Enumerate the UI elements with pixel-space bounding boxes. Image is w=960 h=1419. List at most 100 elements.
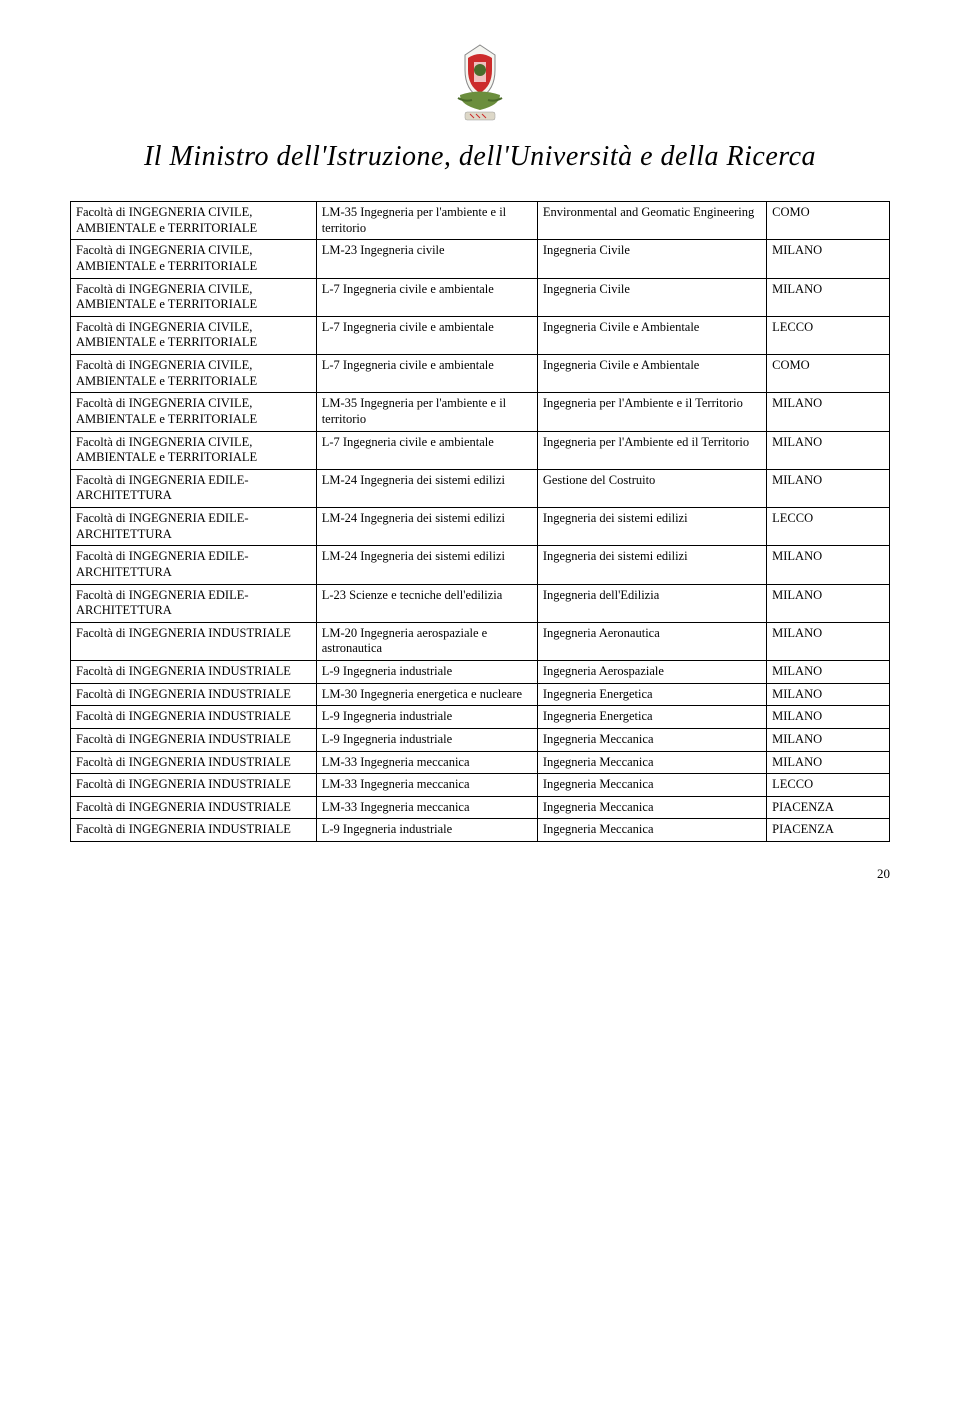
- table-cell: Facoltà di INGEGNERIA INDUSTRIALE: [71, 683, 317, 706]
- table-cell: COMO: [767, 202, 890, 240]
- table-cell: LM-30 Ingegneria energetica e nucleare: [316, 683, 537, 706]
- table-cell: Gestione del Costruito: [537, 469, 766, 507]
- table-cell: Ingegneria dell'Edilizia: [537, 584, 766, 622]
- table-row: Facoltà di INGEGNERIA CIVILE, AMBIENTALE…: [71, 355, 890, 393]
- table-cell: LM-23 Ingegneria civile: [316, 240, 537, 278]
- table-cell: Ingegneria Civile e Ambientale: [537, 316, 766, 354]
- table-cell: Facoltà di INGEGNERIA CIVILE, AMBIENTALE…: [71, 202, 317, 240]
- table-cell: LM-24 Ingegneria dei sistemi edilizi: [316, 546, 537, 584]
- table-cell: LM-33 Ingegneria meccanica: [316, 796, 537, 819]
- table-cell: LM-24 Ingegneria dei sistemi edilizi: [316, 508, 537, 546]
- table-row: Facoltà di INGEGNERIA EDILE-ARCHITETTURA…: [71, 508, 890, 546]
- table-cell: Facoltà di INGEGNERIA CIVILE, AMBIENTALE…: [71, 316, 317, 354]
- table-cell: LM-33 Ingegneria meccanica: [316, 751, 537, 774]
- table-row: Facoltà di INGEGNERIA CIVILE, AMBIENTALE…: [71, 393, 890, 431]
- table-cell: LECCO: [767, 774, 890, 797]
- table-cell: Ingegneria per l'Ambiente e il Territori…: [537, 393, 766, 431]
- table-cell: Facoltà di INGEGNERIA INDUSTRIALE: [71, 819, 317, 842]
- table-cell: MILANO: [767, 240, 890, 278]
- table-row: Facoltà di INGEGNERIA EDILE-ARCHITETTURA…: [71, 469, 890, 507]
- table-cell: MILANO: [767, 728, 890, 751]
- table-row: Facoltà di INGEGNERIA INDUSTRIALELM-33 I…: [71, 796, 890, 819]
- table-cell: MILANO: [767, 546, 890, 584]
- table-cell: MILANO: [767, 278, 890, 316]
- table-cell: MILANO: [767, 393, 890, 431]
- table-row: Facoltà di INGEGNERIA CIVILE, AMBIENTALE…: [71, 316, 890, 354]
- table-cell: PIACENZA: [767, 819, 890, 842]
- table-cell: Facoltà di INGEGNERIA INDUSTRIALE: [71, 622, 317, 660]
- table-cell: Facoltà di INGEGNERIA CIVILE, AMBIENTALE…: [71, 240, 317, 278]
- table-row: Facoltà di INGEGNERIA CIVILE, AMBIENTALE…: [71, 202, 890, 240]
- table-cell: L-7 Ingegneria civile e ambientale: [316, 355, 537, 393]
- table-row: Facoltà di INGEGNERIA EDILE-ARCHITETTURA…: [71, 546, 890, 584]
- table-cell: L-9 Ingegneria industriale: [316, 728, 537, 751]
- table-cell: Ingegneria Meccanica: [537, 728, 766, 751]
- table-cell: MILANO: [767, 622, 890, 660]
- table-cell: MILANO: [767, 431, 890, 469]
- table-cell: MILANO: [767, 661, 890, 684]
- table-cell: LM-35 Ingegneria per l'ambiente e il ter…: [316, 202, 537, 240]
- table-cell: Ingegneria Aeronautica: [537, 622, 766, 660]
- table-cell: COMO: [767, 355, 890, 393]
- table-cell: LECCO: [767, 508, 890, 546]
- table-row: Facoltà di INGEGNERIA INDUSTRIALEL-9 Ing…: [71, 661, 890, 684]
- table-cell: LECCO: [767, 316, 890, 354]
- table-row: Facoltà di INGEGNERIA INDUSTRIALEL-9 Ing…: [71, 706, 890, 729]
- table-cell: Ingegneria Energetica: [537, 683, 766, 706]
- table-row: Facoltà di INGEGNERIA CIVILE, AMBIENTALE…: [71, 240, 890, 278]
- table-row: Facoltà di INGEGNERIA CIVILE, AMBIENTALE…: [71, 431, 890, 469]
- table-cell: L-9 Ingegneria industriale: [316, 661, 537, 684]
- table-cell: Facoltà di INGEGNERIA EDILE-ARCHITETTURA: [71, 469, 317, 507]
- table-cell: MILANO: [767, 469, 890, 507]
- table-cell: LM-33 Ingegneria meccanica: [316, 774, 537, 797]
- table-cell: Facoltà di INGEGNERIA INDUSTRIALE: [71, 751, 317, 774]
- page-title: Il Ministro dell'Istruzione, dell'Univer…: [70, 141, 890, 173]
- table-row: Facoltà di INGEGNERIA INDUSTRIALELM-20 I…: [71, 622, 890, 660]
- courses-table: Facoltà di INGEGNERIA CIVILE, AMBIENTALE…: [70, 201, 890, 842]
- table-cell: Facoltà di INGEGNERIA INDUSTRIALE: [71, 661, 317, 684]
- table-cell: Facoltà di INGEGNERIA INDUSTRIALE: [71, 728, 317, 751]
- table-cell: Facoltà di INGEGNERIA CIVILE, AMBIENTALE…: [71, 278, 317, 316]
- table-row: Facoltà di INGEGNERIA EDILE-ARCHITETTURA…: [71, 584, 890, 622]
- emblem-icon: [440, 40, 520, 130]
- table-cell: PIACENZA: [767, 796, 890, 819]
- table-cell: MILANO: [767, 683, 890, 706]
- table-cell: Ingegneria dei sistemi edilizi: [537, 546, 766, 584]
- table-cell: Environmental and Geomatic Engineering: [537, 202, 766, 240]
- table-row: Facoltà di INGEGNERIA CIVILE, AMBIENTALE…: [71, 278, 890, 316]
- table-cell: Ingegneria Civile: [537, 240, 766, 278]
- table-cell: Ingegneria Energetica: [537, 706, 766, 729]
- table-cell: Ingegneria Aerospaziale: [537, 661, 766, 684]
- table-cell: Ingegneria dei sistemi edilizi: [537, 508, 766, 546]
- table-cell: Facoltà di INGEGNERIA EDILE-ARCHITETTURA: [71, 546, 317, 584]
- table-cell: Ingegneria Meccanica: [537, 819, 766, 842]
- table-row: Facoltà di INGEGNERIA INDUSTRIALELM-33 I…: [71, 774, 890, 797]
- table-row: Facoltà di INGEGNERIA INDUSTRIALEL-9 Ing…: [71, 819, 890, 842]
- page-header: Il Ministro dell'Istruzione, dell'Univer…: [70, 40, 890, 173]
- table-cell: Facoltà di INGEGNERIA EDILE-ARCHITETTURA: [71, 584, 317, 622]
- table-cell: L-9 Ingegneria industriale: [316, 706, 537, 729]
- table-cell: L-9 Ingegneria industriale: [316, 819, 537, 842]
- table-cell: Facoltà di INGEGNERIA CIVILE, AMBIENTALE…: [71, 355, 317, 393]
- table-row: Facoltà di INGEGNERIA INDUSTRIALELM-33 I…: [71, 751, 890, 774]
- table-cell: MILANO: [767, 751, 890, 774]
- page-number: 20: [70, 866, 890, 882]
- table-cell: L-7 Ingegneria civile e ambientale: [316, 431, 537, 469]
- table-cell: Facoltà di INGEGNERIA EDILE-ARCHITETTURA: [71, 508, 317, 546]
- table-cell: Ingegneria Meccanica: [537, 751, 766, 774]
- table-cell: Ingegneria Civile e Ambientale: [537, 355, 766, 393]
- table-row: Facoltà di INGEGNERIA INDUSTRIALEL-9 Ing…: [71, 728, 890, 751]
- table-cell: Facoltà di INGEGNERIA CIVILE, AMBIENTALE…: [71, 431, 317, 469]
- table-cell: MILANO: [767, 706, 890, 729]
- table-cell: Facoltà di INGEGNERIA INDUSTRIALE: [71, 774, 317, 797]
- table-cell: LM-20 Ingegneria aerospaziale e astronau…: [316, 622, 537, 660]
- table-cell: LM-35 Ingegneria per l'ambiente e il ter…: [316, 393, 537, 431]
- table-row: Facoltà di INGEGNERIA INDUSTRIALELM-30 I…: [71, 683, 890, 706]
- table-cell: Facoltà di INGEGNERIA CIVILE, AMBIENTALE…: [71, 393, 317, 431]
- table-cell: Facoltà di INGEGNERIA INDUSTRIALE: [71, 796, 317, 819]
- table-cell: MILANO: [767, 584, 890, 622]
- table-cell: L-23 Scienze e tecniche dell'edilizia: [316, 584, 537, 622]
- table-cell: Ingegneria Meccanica: [537, 796, 766, 819]
- table-cell: Ingegneria Civile: [537, 278, 766, 316]
- table-cell: Facoltà di INGEGNERIA INDUSTRIALE: [71, 706, 317, 729]
